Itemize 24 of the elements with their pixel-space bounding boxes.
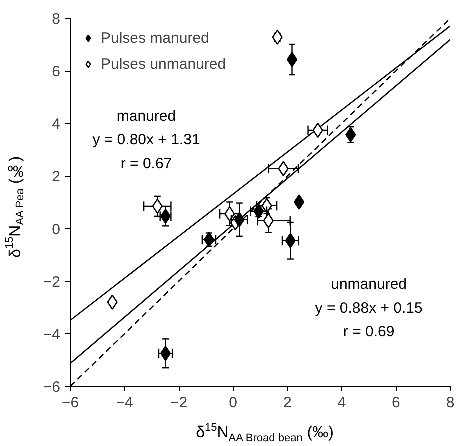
x-axis-title: δ$^{15}$N$_{AA Broad bean}$ (‰) (195, 422, 335, 445)
y-tick-label: 6 (52, 64, 60, 81)
y-tick-label: 0 (52, 221, 60, 238)
y-tick-label: 8 (52, 11, 60, 28)
y-tick-label: −4 (43, 326, 61, 344)
point (286, 52, 298, 68)
legend-label: Pulses manured (101, 30, 210, 46)
legend-label: Pulses unmanured (101, 56, 226, 72)
x-tick-label: −2 (170, 394, 188, 412)
point (294, 194, 305, 210)
x-tick-label: 0 (229, 394, 238, 412)
y-tick-label: 2 (52, 168, 60, 186)
y-tick-label: −2 (43, 274, 61, 291)
annotation: unmanured y = 0.88x + 0.15 r = 0.69 (315, 276, 423, 341)
point (234, 212, 245, 228)
y-tick-label: 4 (52, 116, 60, 134)
y-tick-label: −6 (43, 379, 61, 396)
point (160, 346, 172, 362)
x-tick-label: 6 (392, 394, 400, 412)
x-tick-label: 4 (338, 394, 346, 412)
x-tick-label: 2 (283, 394, 292, 412)
annotation: manured y = 0.80x + 1.31 r = 0.67 (92, 108, 200, 172)
x-tick-label: −4 (116, 394, 134, 412)
x-tick-label: 8 (446, 394, 455, 412)
